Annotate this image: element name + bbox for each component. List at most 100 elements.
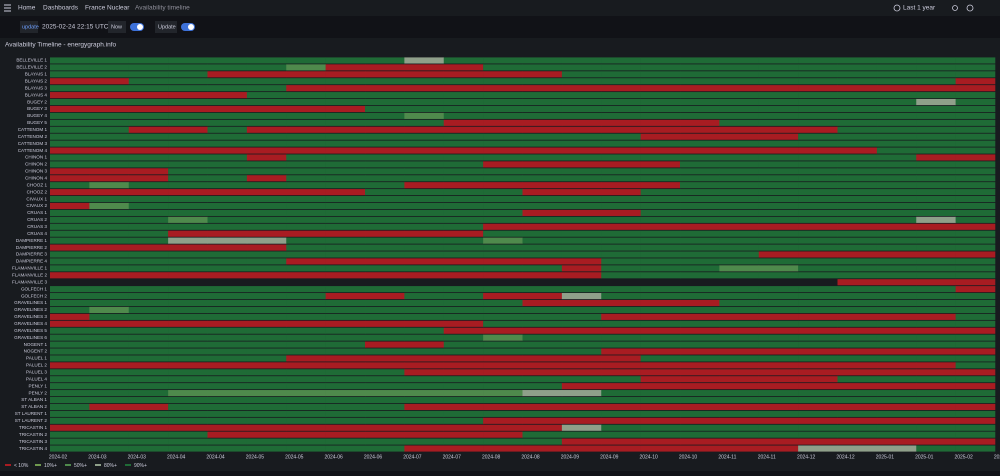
state-segment [365, 202, 405, 210]
breadcrumb[interactable]: Home [18, 5, 36, 12]
breadcrumb[interactable]: France Nuclear [85, 5, 130, 12]
row-label: NOGENT 1 [24, 342, 48, 347]
state-segment [246, 327, 287, 334]
state-segment [798, 293, 838, 300]
state-segment [798, 195, 838, 203]
row-label: DAMPIERRE 2 [16, 245, 48, 250]
state-segment [955, 299, 996, 307]
state-segment [325, 92, 366, 99]
state-segment [916, 293, 956, 300]
state-segment [837, 216, 878, 223]
state-segment [601, 348, 641, 355]
state-segment [955, 85, 996, 92]
state-segment [601, 223, 641, 230]
state-segment [168, 71, 208, 78]
x-tick-label: 2024-07 [443, 454, 462, 460]
state-segment [404, 251, 445, 258]
state-segment [522, 383, 563, 390]
state-segment [719, 258, 760, 265]
state-segment [561, 327, 602, 334]
state-segment [50, 272, 90, 279]
zoom-icon[interactable] [952, 5, 958, 11]
state-segment [955, 417, 996, 424]
state-segment [50, 244, 90, 251]
state-segment [404, 64, 445, 71]
state-segment [443, 313, 484, 320]
state-segment [916, 57, 956, 64]
state-segment [443, 92, 484, 99]
state-segment [404, 202, 445, 210]
state-segment [404, 195, 445, 203]
state-segment [443, 362, 484, 369]
state-segment [443, 64, 484, 71]
state-segment [246, 251, 287, 258]
state-segment [128, 133, 169, 140]
state-segment [128, 327, 169, 334]
state-segment [168, 272, 208, 279]
x-tick-label: 2024-11 [758, 454, 776, 460]
state-segment [837, 237, 878, 244]
state-segment [640, 105, 681, 113]
state-segment [758, 396, 799, 404]
state-segment [404, 175, 445, 182]
x-tick-label: 2024-08 [482, 454, 501, 460]
state-segment [404, 154, 445, 161]
state-segment [955, 327, 996, 334]
state-segment [325, 438, 366, 445]
state-segment [680, 299, 720, 307]
state-segment [640, 431, 681, 438]
state-segment [680, 334, 720, 341]
state-segment [404, 92, 445, 99]
state-segment [246, 112, 287, 119]
time-picker[interactable]: Last 1 year [903, 5, 936, 12]
state-segment [89, 445, 130, 452]
x-tick-label: 2024-04 [167, 454, 186, 460]
state-segment [522, 161, 563, 168]
state-segment [601, 376, 641, 383]
state-segment [286, 182, 326, 189]
state-segment [286, 390, 326, 397]
state-segment [955, 71, 996, 78]
state-segment [404, 216, 445, 223]
state-segment [719, 92, 760, 99]
state-segment [680, 64, 720, 71]
state-segment [640, 119, 681, 126]
state-segment [404, 78, 445, 85]
state-segment [640, 71, 681, 78]
state-segment [680, 230, 720, 237]
state-segment [246, 71, 287, 78]
state-segment [916, 195, 956, 203]
state-segment [719, 119, 760, 126]
state-segment [719, 112, 760, 119]
refresh-icon[interactable] [966, 4, 974, 12]
state-segment [207, 376, 248, 383]
state-segment [168, 258, 208, 265]
state-segment [246, 320, 287, 327]
state-segment [168, 403, 208, 411]
state-segment [955, 403, 996, 411]
state-segment [719, 230, 760, 237]
x-tick-label: 2025-01 [876, 454, 895, 460]
state-segment [365, 92, 405, 99]
state-segment [758, 265, 799, 272]
state-segment [561, 355, 602, 362]
legend-label: 10%+ [44, 463, 57, 469]
state-segment [325, 286, 366, 293]
state-segment [325, 396, 366, 404]
state-segment [798, 230, 838, 237]
state-segment [443, 71, 484, 78]
menu-icon[interactable] [4, 4, 11, 12]
state-segment [207, 133, 248, 140]
datetime[interactable]: 2025-02-24 22:15 UTC [42, 24, 109, 31]
state-segment [168, 362, 208, 369]
state-segment [758, 71, 799, 78]
state-segment [365, 258, 405, 265]
state-segment [758, 126, 799, 133]
state-segment [522, 369, 563, 376]
state-segment [50, 209, 90, 216]
state-segment [404, 126, 445, 133]
breadcrumb[interactable]: Dashboards [43, 5, 79, 12]
state-segment [207, 112, 248, 119]
state-segment [168, 105, 208, 113]
state-segment [561, 410, 602, 417]
